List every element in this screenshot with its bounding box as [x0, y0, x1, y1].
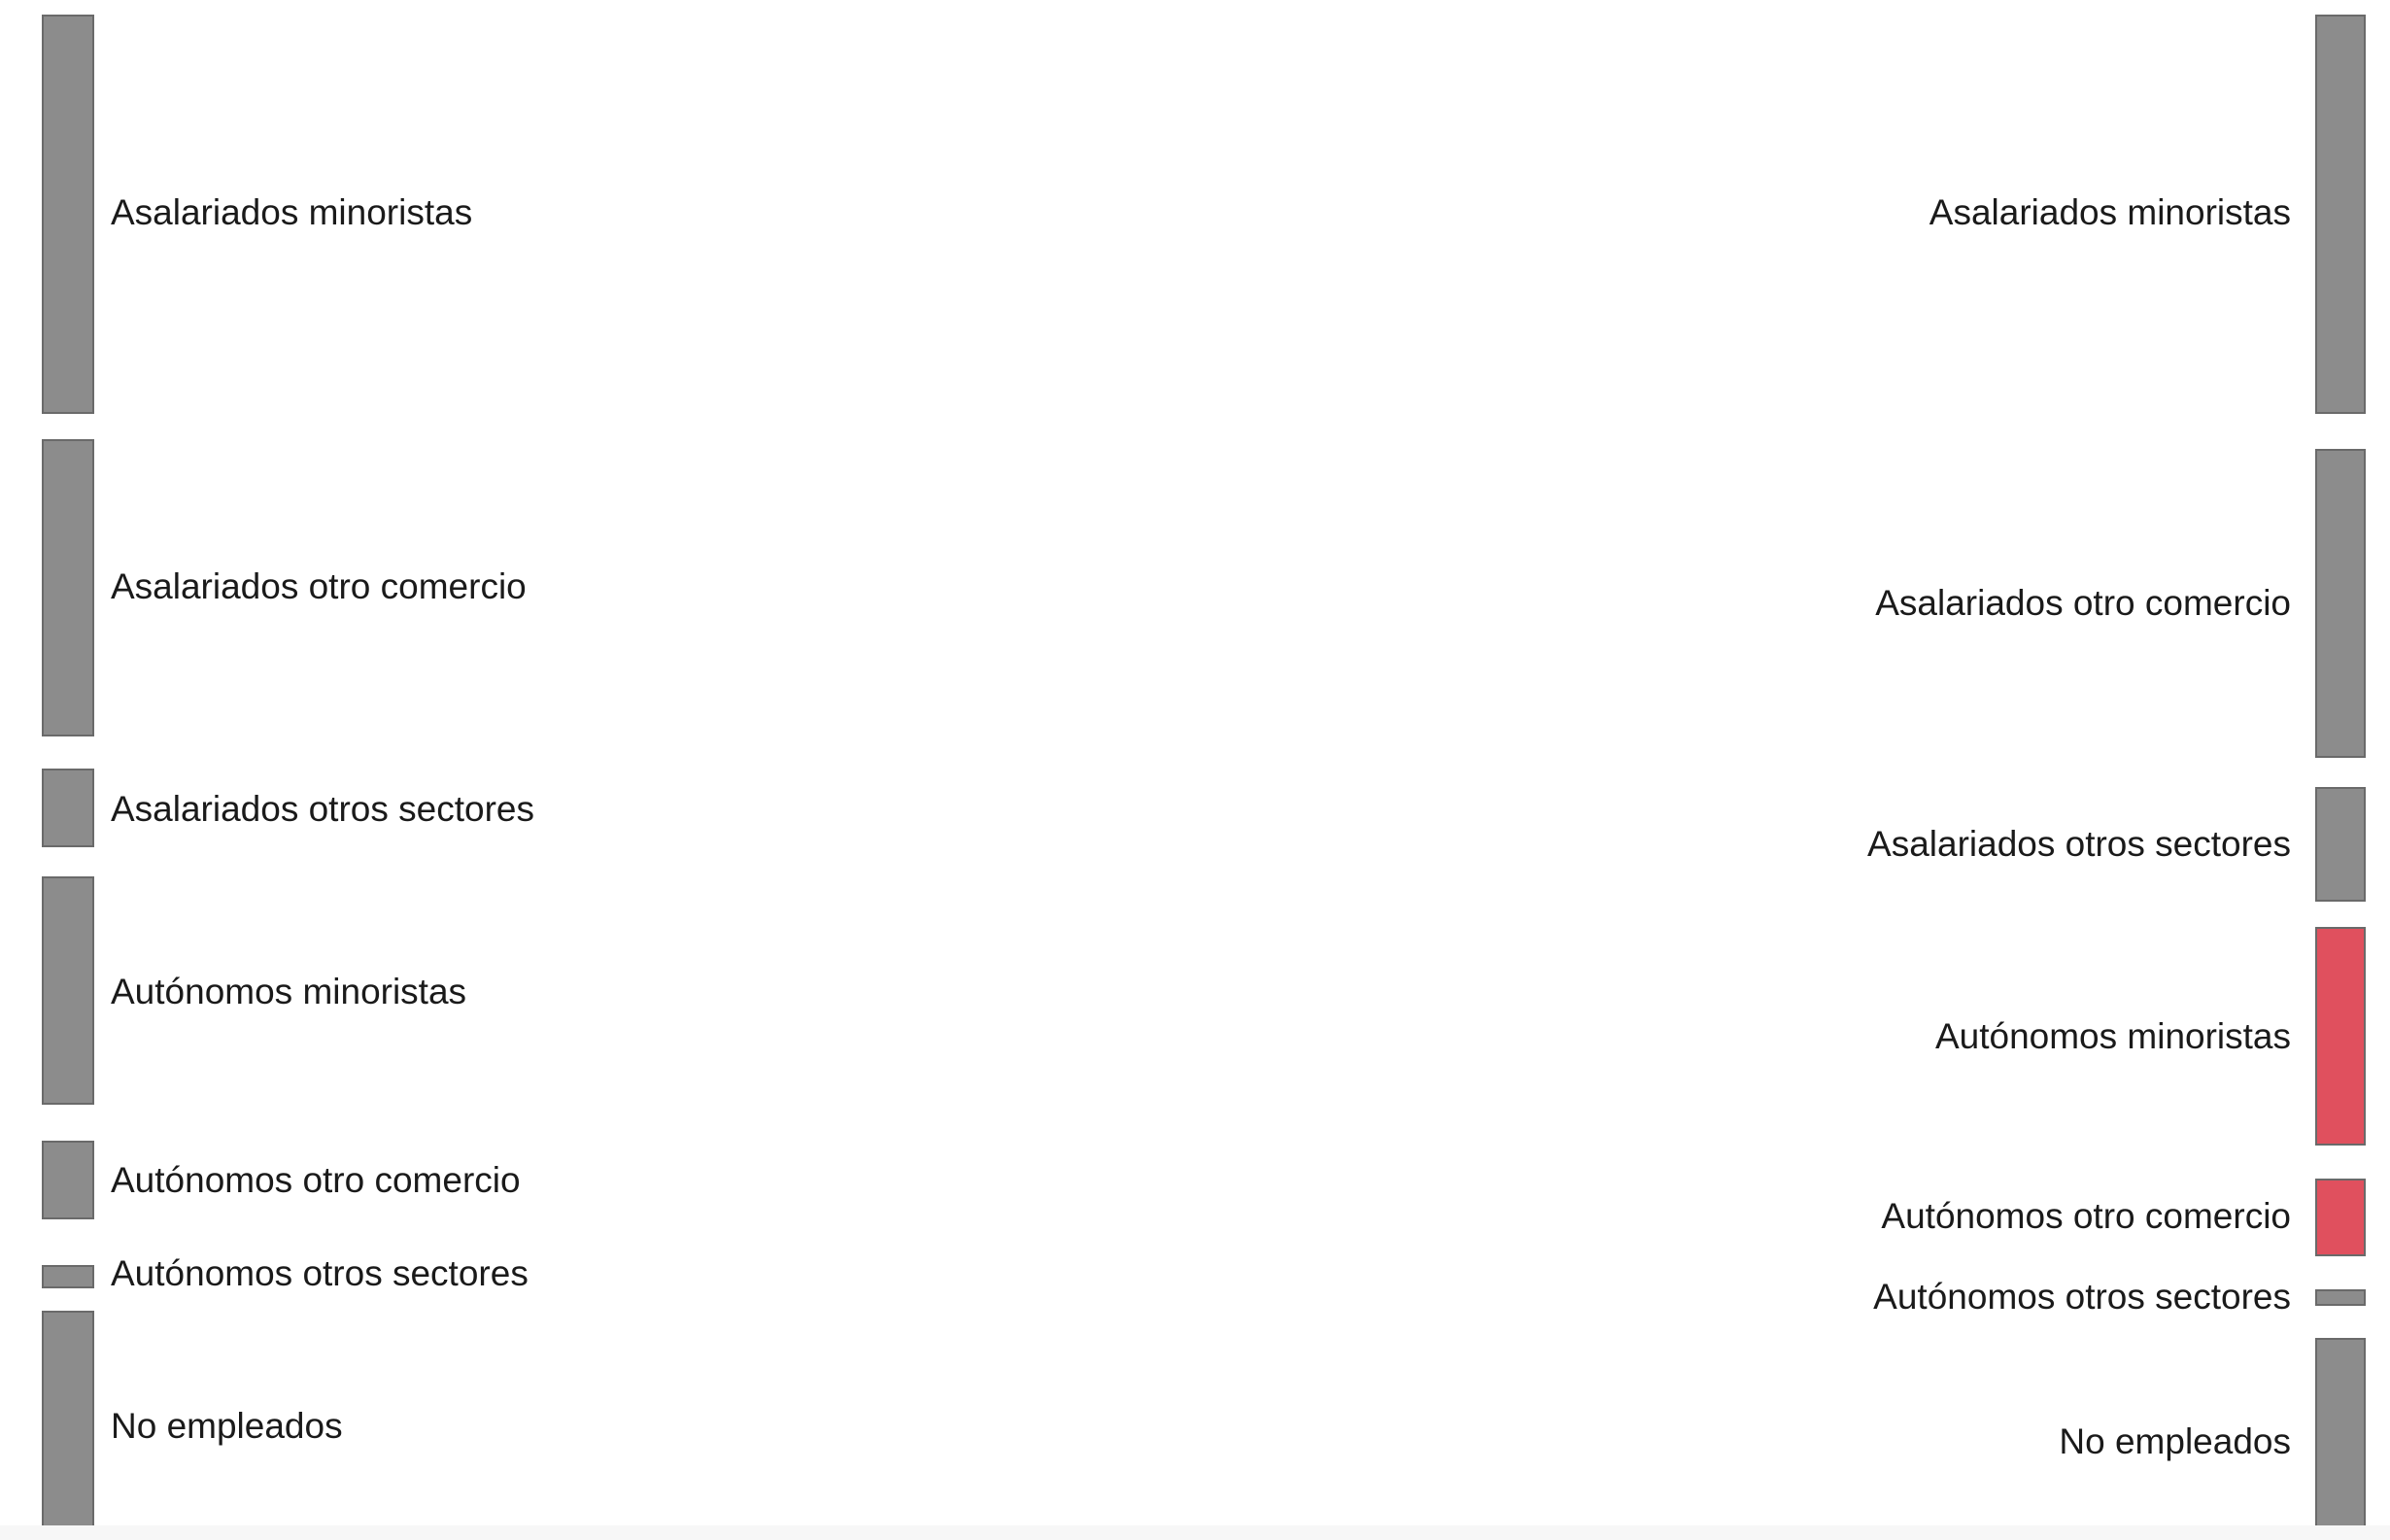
flow-link	[93, 1301, 2316, 1487]
flow-link	[93, 655, 2316, 804]
left-node-bar	[42, 769, 94, 847]
flow-link	[93, 1199, 2316, 1480]
left-label-no-empleados: No empleados	[111, 1406, 343, 1446]
left-label-asalariados-minoristas: Asalariados minoristas	[111, 192, 472, 232]
flow-link	[93, 708, 2316, 1146]
right-label-asalariados-minoristas: Asalariados minoristas	[1929, 192, 2291, 232]
left-node-bar	[42, 15, 94, 414]
left-label-asalariados-otro-comercio: Asalariados otro comercio	[111, 566, 527, 606]
right-label-autonomos-otros-sectores: Autónomos otros sectores	[1873, 1277, 2291, 1317]
left-node-bar	[42, 876, 94, 1105]
nodes	[42, 15, 2366, 1540]
flow-link	[93, 676, 2316, 1181]
right-node-bar	[2315, 1338, 2366, 1540]
right-label-autonomos-otro-comercio: Autónomos otro comercio	[1881, 1196, 2291, 1236]
left-node-bar	[42, 439, 94, 736]
flow-link	[93, 1115, 2316, 1150]
left-label-asalariados-otros-sectores: Asalariados otros sectores	[111, 789, 534, 829]
right-node-bar	[2315, 449, 2366, 758]
right-label-autonomos-minoristas: Autónomos minoristas	[1935, 1016, 2291, 1056]
right-label-asalariados-otros-sectores: Asalariados otros sectores	[1867, 824, 2291, 864]
right-node-bar	[2315, 927, 2366, 1146]
left-node-bar	[42, 1311, 94, 1540]
right-node-bar	[2315, 1289, 2366, 1306]
scroll-edge	[0, 1525, 2390, 1540]
right-label-no-empleados: No empleados	[2059, 1421, 2291, 1461]
left-node-bar	[42, 1265, 94, 1288]
right-node-bar	[2315, 1179, 2366, 1256]
right-label-asalariados-otro-comercio: Asalariados otro comercio	[1875, 583, 2291, 623]
left-label-autonomos-minoristas: Autónomos minoristas	[111, 972, 466, 1011]
flow-link	[93, 302, 2316, 442]
left-label-autonomos-otros-sectores: Autónomos otros sectores	[111, 1253, 529, 1293]
right-node-bar	[2315, 15, 2366, 414]
flow-link	[93, 16, 2316, 302]
flow-link	[93, 442, 2316, 669]
flow-link	[93, 828, 2316, 1462]
left-label-autonomos-otro-comercio: Autónomos otro comercio	[111, 1160, 521, 1200]
flow-link	[93, 300, 2316, 463]
right-node-bar	[2315, 787, 2366, 902]
left-node-bar	[42, 1141, 94, 1219]
